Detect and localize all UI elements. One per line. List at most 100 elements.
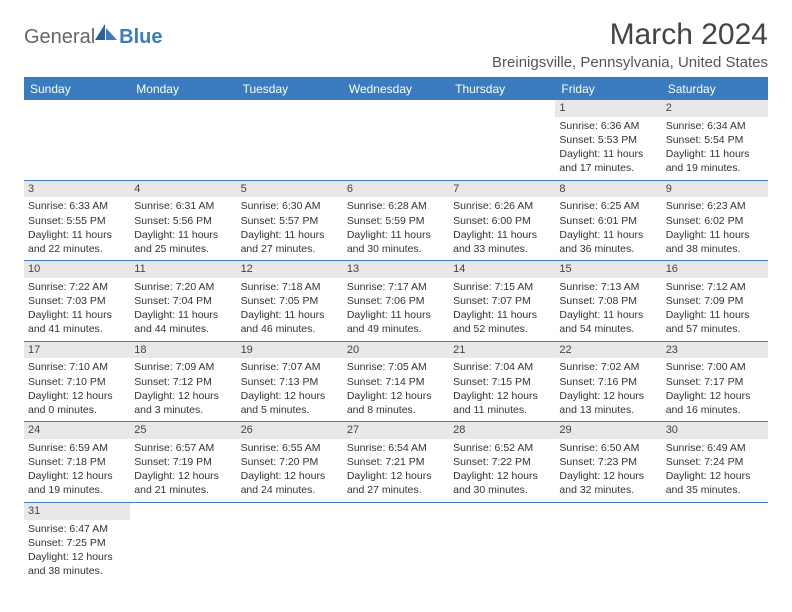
sunset-line: Sunset: 7:14 PM (347, 375, 445, 389)
day-content: Sunrise: 6:47 AMSunset: 7:25 PMDaylight:… (24, 520, 130, 583)
sunset-line: Sunset: 7:19 PM (134, 455, 232, 469)
empty-cell (449, 100, 555, 180)
daylight-line: Daylight: 11 hours and 27 minutes. (241, 228, 339, 256)
sunset-line: Sunset: 7:15 PM (453, 375, 551, 389)
day-content: Sunrise: 7:02 AMSunset: 7:16 PMDaylight:… (555, 358, 661, 421)
sunrise-line: Sunrise: 6:50 AM (559, 441, 657, 455)
day-cell: 22Sunrise: 7:02 AMSunset: 7:16 PMDayligh… (555, 342, 661, 422)
sunrise-line: Sunrise: 7:20 AM (134, 280, 232, 294)
empty-cell (343, 100, 449, 180)
daylight-line: Daylight: 12 hours and 32 minutes. (559, 469, 657, 497)
sunrise-line: Sunrise: 6:36 AM (559, 119, 657, 133)
day-number: 29 (555, 422, 661, 439)
day-content: Sunrise: 7:04 AMSunset: 7:15 PMDaylight:… (449, 358, 555, 421)
day-cell: 18Sunrise: 7:09 AMSunset: 7:12 PMDayligh… (130, 342, 236, 422)
sunrise-line: Sunrise: 7:22 AM (28, 280, 126, 294)
sunrise-line: Sunrise: 7:00 AM (666, 360, 764, 374)
day-content: Sunrise: 6:50 AMSunset: 7:23 PMDaylight:… (555, 439, 661, 502)
day-content: Sunrise: 6:52 AMSunset: 7:22 PMDaylight:… (449, 439, 555, 502)
sunset-line: Sunset: 7:08 PM (559, 294, 657, 308)
sunrise-line: Sunrise: 6:26 AM (453, 199, 551, 213)
day-cell: 11Sunrise: 7:20 AMSunset: 7:04 PMDayligh… (130, 261, 236, 341)
weekday-header: Wednesday (343, 78, 449, 100)
sunrise-line: Sunrise: 6:34 AM (666, 119, 764, 133)
daylight-line: Daylight: 11 hours and 38 minutes. (666, 228, 764, 256)
daylight-line: Daylight: 12 hours and 8 minutes. (347, 389, 445, 417)
empty-cell (662, 503, 768, 583)
sunrise-line: Sunrise: 6:55 AM (241, 441, 339, 455)
daylight-line: Daylight: 11 hours and 25 minutes. (134, 228, 232, 256)
sunrise-line: Sunrise: 7:04 AM (453, 360, 551, 374)
sunrise-line: Sunrise: 6:33 AM (28, 199, 126, 213)
day-cell: 30Sunrise: 6:49 AMSunset: 7:24 PMDayligh… (662, 422, 768, 502)
sunset-line: Sunset: 7:05 PM (241, 294, 339, 308)
day-cell: 23Sunrise: 7:00 AMSunset: 7:17 PMDayligh… (662, 342, 768, 422)
sunset-line: Sunset: 7:25 PM (28, 536, 126, 550)
daylight-line: Daylight: 12 hours and 16 minutes. (666, 389, 764, 417)
day-cell: 12Sunrise: 7:18 AMSunset: 7:05 PMDayligh… (237, 261, 343, 341)
day-content: Sunrise: 7:10 AMSunset: 7:10 PMDaylight:… (24, 358, 130, 421)
sunset-line: Sunset: 7:10 PM (28, 375, 126, 389)
day-cell: 31Sunrise: 6:47 AMSunset: 7:25 PMDayligh… (24, 503, 130, 583)
sunset-line: Sunset: 5:57 PM (241, 214, 339, 228)
sunset-line: Sunset: 6:01 PM (559, 214, 657, 228)
day-cell: 21Sunrise: 7:04 AMSunset: 7:15 PMDayligh… (449, 342, 555, 422)
sunrise-line: Sunrise: 6:31 AM (134, 199, 232, 213)
day-cell: 25Sunrise: 6:57 AMSunset: 7:19 PMDayligh… (130, 422, 236, 502)
day-content: Sunrise: 6:28 AMSunset: 5:59 PMDaylight:… (343, 197, 449, 260)
day-content: Sunrise: 6:33 AMSunset: 5:55 PMDaylight:… (24, 197, 130, 260)
empty-cell (449, 503, 555, 583)
empty-cell (130, 503, 236, 583)
day-number: 5 (237, 181, 343, 198)
day-content: Sunrise: 7:18 AMSunset: 7:05 PMDaylight:… (237, 278, 343, 341)
day-content: Sunrise: 6:26 AMSunset: 6:00 PMDaylight:… (449, 197, 555, 260)
week-row: 3Sunrise: 6:33 AMSunset: 5:55 PMDaylight… (24, 181, 768, 262)
daylight-line: Daylight: 12 hours and 38 minutes. (28, 550, 126, 578)
sunset-line: Sunset: 5:54 PM (666, 133, 764, 147)
sunrise-line: Sunrise: 7:07 AM (241, 360, 339, 374)
day-cell: 20Sunrise: 7:05 AMSunset: 7:14 PMDayligh… (343, 342, 449, 422)
sunrise-line: Sunrise: 7:02 AM (559, 360, 657, 374)
sunset-line: Sunset: 7:24 PM (666, 455, 764, 469)
empty-cell (130, 100, 236, 180)
empty-cell (237, 503, 343, 583)
daylight-line: Daylight: 11 hours and 46 minutes. (241, 308, 339, 336)
month-title: March 2024 (492, 18, 768, 52)
sunset-line: Sunset: 5:55 PM (28, 214, 126, 228)
week-row: 1Sunrise: 6:36 AMSunset: 5:53 PMDaylight… (24, 100, 768, 181)
day-number: 18 (130, 342, 236, 359)
week-row: 24Sunrise: 6:59 AMSunset: 7:18 PMDayligh… (24, 422, 768, 503)
daylight-line: Daylight: 11 hours and 49 minutes. (347, 308, 445, 336)
logo: General Blue (24, 18, 163, 49)
empty-cell (555, 503, 661, 583)
day-content: Sunrise: 6:55 AMSunset: 7:20 PMDaylight:… (237, 439, 343, 502)
day-content: Sunrise: 7:17 AMSunset: 7:06 PMDaylight:… (343, 278, 449, 341)
day-number: 8 (555, 181, 661, 198)
weekday-header: Monday (130, 78, 236, 100)
day-cell: 28Sunrise: 6:52 AMSunset: 7:22 PMDayligh… (449, 422, 555, 502)
day-cell: 6Sunrise: 6:28 AMSunset: 5:59 PMDaylight… (343, 181, 449, 261)
daylight-line: Daylight: 12 hours and 21 minutes. (134, 469, 232, 497)
daylight-line: Daylight: 11 hours and 19 minutes. (666, 147, 764, 175)
day-content: Sunrise: 7:22 AMSunset: 7:03 PMDaylight:… (24, 278, 130, 341)
day-number: 6 (343, 181, 449, 198)
sunset-line: Sunset: 7:22 PM (453, 455, 551, 469)
day-content: Sunrise: 7:20 AMSunset: 7:04 PMDaylight:… (130, 278, 236, 341)
day-cell: 24Sunrise: 6:59 AMSunset: 7:18 PMDayligh… (24, 422, 130, 502)
sunrise-line: Sunrise: 6:54 AM (347, 441, 445, 455)
day-content: Sunrise: 6:30 AMSunset: 5:57 PMDaylight:… (237, 197, 343, 260)
day-number: 15 (555, 261, 661, 278)
weekday-header: Sunday (24, 78, 130, 100)
day-cell: 17Sunrise: 7:10 AMSunset: 7:10 PMDayligh… (24, 342, 130, 422)
week-row: 17Sunrise: 7:10 AMSunset: 7:10 PMDayligh… (24, 342, 768, 423)
day-number: 21 (449, 342, 555, 359)
daylight-line: Daylight: 12 hours and 13 minutes. (559, 389, 657, 417)
sunrise-line: Sunrise: 7:05 AM (347, 360, 445, 374)
day-content: Sunrise: 6:57 AMSunset: 7:19 PMDaylight:… (130, 439, 236, 502)
sunset-line: Sunset: 7:09 PM (666, 294, 764, 308)
day-number: 11 (130, 261, 236, 278)
day-cell: 5Sunrise: 6:30 AMSunset: 5:57 PMDaylight… (237, 181, 343, 261)
sunrise-line: Sunrise: 7:09 AM (134, 360, 232, 374)
sunrise-line: Sunrise: 7:15 AM (453, 280, 551, 294)
day-number: 4 (130, 181, 236, 198)
